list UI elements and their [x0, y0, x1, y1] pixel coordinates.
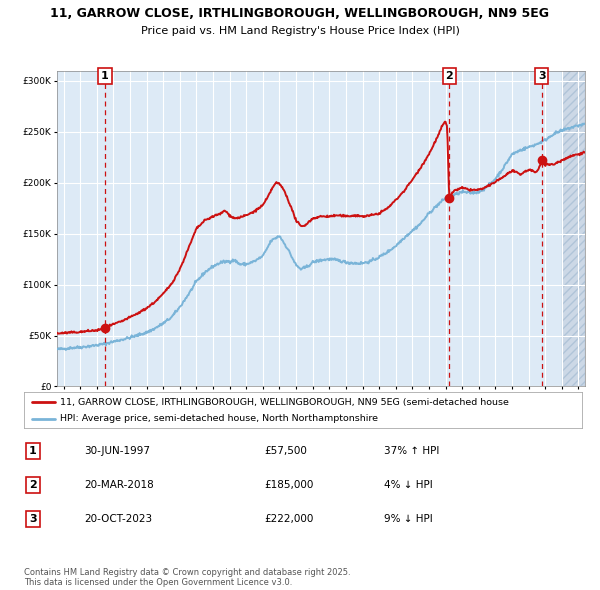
Text: £57,500: £57,500 [264, 446, 307, 455]
Text: Price paid vs. HM Land Registry's House Price Index (HPI): Price paid vs. HM Land Registry's House … [140, 26, 460, 36]
Text: Contains HM Land Registry data © Crown copyright and database right 2025.
This d: Contains HM Land Registry data © Crown c… [24, 568, 350, 587]
Bar [562, 71, 585, 386]
Text: HPI: Average price, semi-detached house, North Northamptonshire: HPI: Average price, semi-detached house,… [60, 414, 378, 424]
Text: 20-MAR-2018: 20-MAR-2018 [84, 480, 154, 490]
Text: 2: 2 [29, 480, 37, 490]
Text: 1: 1 [101, 71, 109, 81]
Text: £185,000: £185,000 [264, 480, 313, 490]
Text: 9% ↓ HPI: 9% ↓ HPI [384, 514, 433, 524]
Text: 30-JUN-1997: 30-JUN-1997 [84, 446, 150, 455]
Text: 11, GARROW CLOSE, IRTHLINGBOROUGH, WELLINGBOROUGH, NN9 5EG (semi-detached house: 11, GARROW CLOSE, IRTHLINGBOROUGH, WELLI… [60, 398, 509, 407]
Text: 20-OCT-2023: 20-OCT-2023 [84, 514, 152, 524]
Text: 37% ↑ HPI: 37% ↑ HPI [384, 446, 439, 455]
Text: 4% ↓ HPI: 4% ↓ HPI [384, 480, 433, 490]
Text: 3: 3 [29, 514, 37, 524]
Text: 2: 2 [445, 71, 453, 81]
Text: 11, GARROW CLOSE, IRTHLINGBOROUGH, WELLINGBOROUGH, NN9 5EG: 11, GARROW CLOSE, IRTHLINGBOROUGH, WELLI… [50, 7, 550, 20]
Text: 3: 3 [538, 71, 545, 81]
Text: 1: 1 [29, 446, 37, 455]
Text: £222,000: £222,000 [264, 514, 313, 524]
